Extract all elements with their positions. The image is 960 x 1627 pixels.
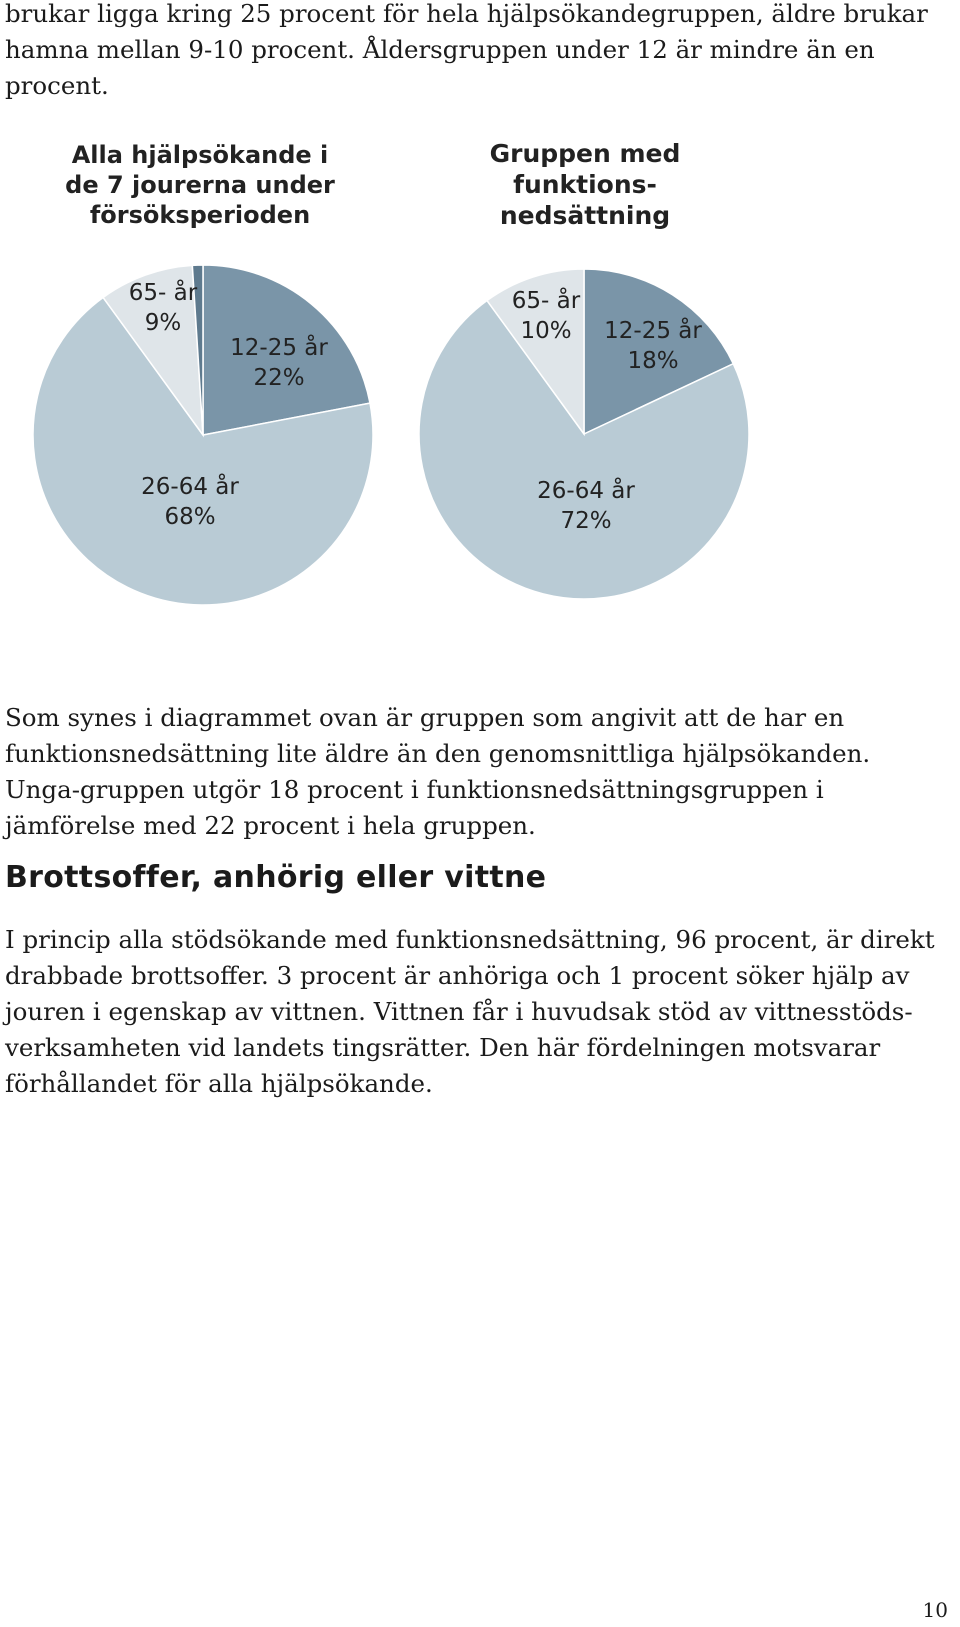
pie-slice — [102, 264, 204, 438]
chart-title-line: försöksperioden — [89, 201, 311, 229]
chart-title-disability-group: Gruppen med funktions- nedsättning — [430, 138, 740, 231]
chart-title-line: Gruppen med — [489, 139, 681, 168]
analysis-paragraph: Som synes i diagrammet ovan är gruppen s… — [5, 703, 871, 840]
slice-category-label: 65- år — [512, 286, 581, 314]
slice-label: 65- år 10% — [512, 286, 581, 344]
slice-category-label: 26-64 år — [141, 472, 239, 500]
slice-category-label: 12-25 år — [604, 316, 702, 344]
victim-paragraph: I princip alla stödsökande med funktions… — [5, 925, 935, 1098]
pie-slice — [202, 264, 371, 436]
chart-title-line: nedsättning — [499, 201, 671, 230]
pie-charts: 12-25 år 22% 26-64 år 68% 65- år 9% 12-25 år 18… — [32, 264, 750, 606]
pie-chart-2: 12-25 år 18% 26-64 år 72% 65- år 10% — [418, 268, 750, 600]
pie-slice — [485, 268, 585, 437]
pie-slice — [418, 299, 750, 600]
slice-label: 26-64 år 72% — [537, 476, 635, 534]
slice-value-label: 10% — [520, 318, 571, 344]
page-number: 10 — [922, 1598, 948, 1622]
chart-title-line: de 7 jourerna under — [65, 171, 335, 199]
pie-slice — [191, 264, 204, 436]
pie-slice — [32, 296, 374, 606]
chart-title-line: funktions- — [513, 170, 657, 199]
section-heading: Brottsoffer, anhörig eller vittne — [5, 860, 547, 895]
slice-value-label: 9% — [145, 310, 182, 336]
slice-label: 12-25 år 18% — [604, 316, 702, 374]
chart-title-all-seekers: Alla hjälpsökande i de 7 jourerna under … — [40, 140, 360, 230]
slice-category-label: 12-25 år — [230, 333, 328, 361]
slice-value-label: 72% — [560, 508, 611, 534]
pie-chart-1: 12-25 år 22% 26-64 år 68% 65- år 9% — [32, 264, 374, 606]
slice-label: 12-25 år 22% — [230, 333, 328, 391]
slice-value-label: 18% — [627, 348, 678, 374]
slice-label: 65- år 9% — [129, 278, 198, 336]
pie-slice — [583, 268, 735, 436]
intro-paragraph: brukar ligga kring 25 procent för hela h… — [5, 0, 928, 100]
slice-label: 26-64 år 68% — [141, 472, 239, 530]
slice-value-label: 68% — [164, 504, 215, 530]
slice-category-label: 26-64 år — [537, 476, 635, 504]
slice-category-label: 65- år — [129, 278, 198, 306]
slice-value-label: 22% — [253, 365, 304, 391]
chart-title-line: Alla hjälpsökande i — [71, 141, 329, 169]
